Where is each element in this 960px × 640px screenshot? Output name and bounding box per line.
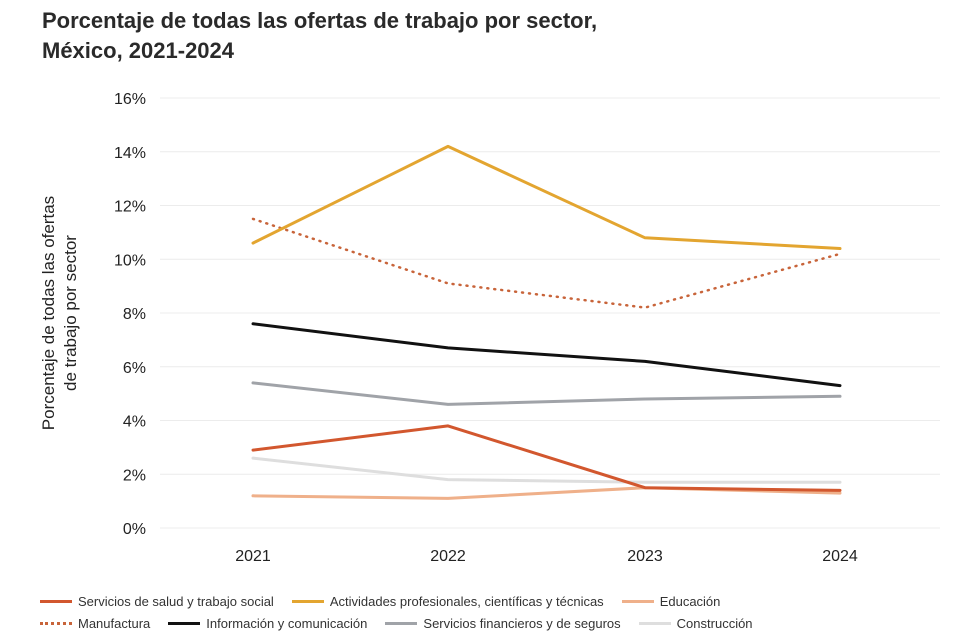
legend-swatch-construccion	[638, 621, 671, 625]
y-tick-label: 4%	[123, 414, 146, 431]
legend-item-salud: Servicios de salud y trabajo social	[40, 594, 274, 609]
legend-swatch-educacion	[621, 599, 654, 603]
series-line-3	[251, 217, 842, 309]
legend-label-informacion: Información y comunicación	[206, 615, 368, 631]
legend-item-manufactura: Manufactura	[40, 616, 150, 631]
legend-swatch-financieros	[385, 621, 418, 625]
series-line-0	[251, 424, 842, 492]
x-tick-label: 2021	[235, 548, 271, 565]
legend-label-profesionales: Actividades profesionales, científicas y…	[329, 593, 604, 609]
y-tick-label: 12%	[114, 199, 146, 216]
legend-item-educacion: Educación	[621, 593, 721, 609]
series-line-5	[251, 381, 842, 406]
series-line-6	[251, 456, 842, 484]
line-chart: 0%2%4%6%8%10%12%14%16% 2021 2022 2023 2024 …	[39, 91, 940, 565]
legend-row-2: Manufactura Información y comunicación S…	[40, 612, 940, 634]
x-tick-label: 2024	[822, 548, 858, 565]
x-tick-label: 2022	[430, 548, 466, 565]
legend-label-salud: Servicios de salud y trabajo social	[78, 593, 274, 609]
y-tick-label: 8%	[123, 306, 146, 323]
legend: Servicios de salud y trabajo social Acti…	[40, 590, 940, 634]
chart-title-line-1: Porcentaje de todas las ofertas de traba…	[42, 8, 598, 33]
legend-label-manufactura: Manufactura	[78, 615, 151, 631]
y-tick-label: 14%	[114, 145, 146, 162]
x-tick-labels: 2021 2022 2023 2024	[235, 548, 858, 565]
y-tick-label: 2%	[123, 467, 146, 484]
legend-swatch-profesionales	[291, 599, 324, 603]
y-axis-label: Porcentaje de todas las ofertas de traba…	[39, 196, 80, 430]
y-tick-label: 0%	[123, 521, 146, 538]
chart-title-line-2: México, 2021-2024	[42, 38, 235, 63]
series-line-4	[251, 322, 842, 388]
legend-label-educacion: Educación	[659, 593, 721, 609]
y-tick-label: 6%	[123, 360, 146, 377]
y-tick-label: 10%	[114, 252, 146, 269]
legend-swatch-manufactura	[40, 621, 72, 625]
series-line-1	[251, 144, 842, 250]
legend-swatch-salud	[40, 599, 72, 603]
legend-item-construccion: Construcción	[638, 615, 753, 631]
grid-lines	[160, 97, 940, 529]
y-tick-labels: 0% 2% 4% 6% 8% 10% 12% 14% 16%	[114, 91, 146, 538]
y-tick-label: 16%	[114, 91, 146, 108]
legend-swatch-informacion	[168, 621, 201, 625]
legend-label-construccion: Construcción	[676, 615, 753, 631]
y-axis-label-line-2: de trabajo por sector	[61, 235, 80, 391]
legend-label-financieros: Servicios financieros y de seguros	[423, 615, 621, 631]
chart-title: Porcentaje de todas las ofertas de traba…	[42, 6, 922, 66]
series-lines	[251, 144, 842, 500]
legend-item-financieros: Servicios financieros y de seguros	[385, 615, 621, 631]
x-tick-label: 2023	[627, 548, 663, 565]
legend-row-1: Servicios de salud y trabajo social Acti…	[40, 590, 940, 612]
legend-item-informacion: Información y comunicación	[168, 616, 367, 631]
y-axis-label-line-1: Porcentaje de todas las ofertas	[39, 196, 58, 430]
legend-item-profesionales: Actividades profesionales, científicas y…	[291, 593, 604, 609]
